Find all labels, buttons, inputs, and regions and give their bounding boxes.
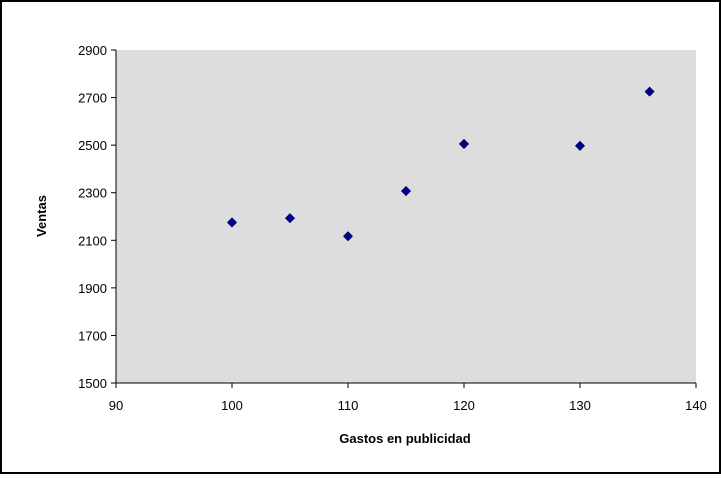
y-tick-label: 1500 <box>78 376 107 391</box>
y-tick-label: 2300 <box>78 186 107 201</box>
data-point <box>400 185 412 197</box>
y-tick-label: 2100 <box>78 233 107 248</box>
y-tick-label: 2900 <box>78 43 107 58</box>
data-point <box>342 231 354 242</box>
y-tick-label: 2500 <box>78 138 107 153</box>
data-point <box>284 213 296 224</box>
x-axis-title: Gastos en publicidad <box>339 431 471 446</box>
data-point <box>644 86 655 97</box>
x-tick-label: 90 <box>109 398 123 413</box>
y-axis-title: Ventas <box>34 195 49 237</box>
y-axis-ticks: 1500 1700 1900 2100 2300 2500 2700 2900 <box>78 43 116 391</box>
y-tick-label: 1700 <box>78 328 107 343</box>
data-points <box>226 86 655 242</box>
x-tick-label: 110 <box>338 398 359 413</box>
y-tick-label: 2700 <box>78 91 107 106</box>
x-axis-ticks: 90 100 110 120 130 140 <box>109 383 707 413</box>
x-tick-label: 140 <box>685 398 707 413</box>
plot-area <box>116 50 696 383</box>
x-tick-label: 100 <box>221 398 243 413</box>
data-point <box>458 138 470 150</box>
y-tick-label: 1900 <box>78 281 107 296</box>
axes <box>115 50 696 384</box>
data-point <box>226 217 238 228</box>
x-tick-label: 130 <box>569 398 591 413</box>
x-tick-label: 120 <box>453 398 475 413</box>
data-point <box>574 140 586 152</box>
